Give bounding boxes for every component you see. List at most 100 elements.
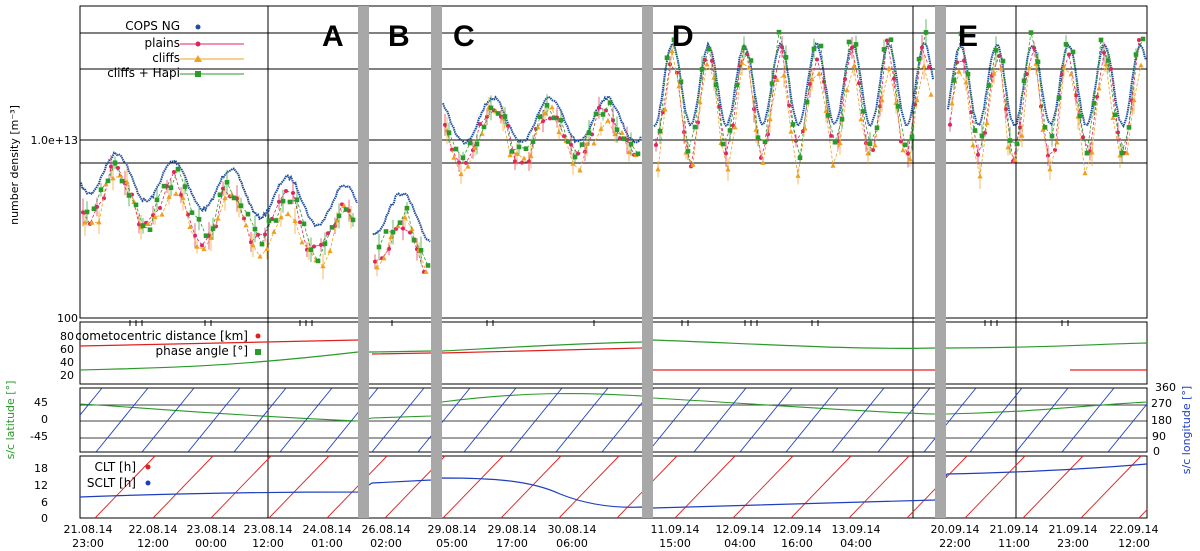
hapi-point bbox=[804, 99, 810, 105]
hapi-point bbox=[572, 154, 578, 160]
plains-point bbox=[696, 120, 700, 125]
hapi-point bbox=[1105, 58, 1111, 63]
hapi-point bbox=[418, 248, 424, 253]
cliffs-point bbox=[795, 172, 801, 178]
hapi-point bbox=[986, 83, 992, 88]
hapi-point bbox=[874, 125, 880, 131]
hapi-point bbox=[245, 211, 251, 217]
hapi-point bbox=[544, 102, 550, 108]
plains-point bbox=[724, 151, 728, 156]
hapi-point bbox=[1035, 59, 1041, 65]
cliffs-series-seg-2 bbox=[446, 106, 637, 175]
localtime-tick-0: 0 bbox=[41, 512, 48, 525]
longitude-axis: 360 270 180 90 0 s/c longitude [°] bbox=[1151, 381, 1193, 474]
cliffs-point bbox=[250, 242, 256, 248]
hapi-point bbox=[965, 71, 971, 77]
sclt-line bbox=[79, 463, 1148, 509]
hapi-point bbox=[1098, 37, 1104, 43]
longitude-line bbox=[95, 387, 149, 453]
plains-point bbox=[527, 159, 531, 164]
plains-point bbox=[618, 136, 622, 141]
legend-cops-label: COPS NG bbox=[125, 19, 180, 33]
segment-letters: A B C D E bbox=[322, 20, 978, 53]
cliffs-point bbox=[278, 214, 284, 220]
hapi-point bbox=[217, 192, 223, 198]
clt-line bbox=[210, 455, 272, 519]
hapi-point bbox=[411, 237, 417, 243]
xtick-14-time: 11:00 bbox=[998, 537, 1030, 550]
legend-phase-marker bbox=[255, 349, 261, 355]
xtick-5-date: 26.08.14 bbox=[362, 523, 411, 536]
plains-point bbox=[319, 242, 323, 247]
xtick-8-date: 30.08.14 bbox=[548, 523, 597, 536]
hapi-point bbox=[958, 31, 964, 37]
clt-line bbox=[442, 455, 504, 519]
hapi-point bbox=[846, 39, 852, 45]
plains-point bbox=[1137, 37, 1141, 42]
clt-line bbox=[94, 455, 156, 519]
xtick-2-time: 00:00 bbox=[195, 537, 227, 550]
cliffs-point bbox=[598, 125, 604, 131]
plains-point bbox=[193, 233, 197, 238]
hapi-point bbox=[315, 258, 321, 264]
hapi-point bbox=[1091, 100, 1097, 106]
cliffs-point bbox=[774, 76, 780, 82]
hapi-point bbox=[481, 124, 487, 130]
longitude-line bbox=[739, 387, 793, 453]
hapi-point bbox=[147, 227, 153, 233]
clt-line bbox=[326, 455, 388, 519]
hapi-point bbox=[755, 135, 761, 141]
segment-label-e: E bbox=[958, 20, 978, 53]
phase-angle-line bbox=[79, 339, 1148, 371]
hapi-point bbox=[175, 166, 181, 172]
hapi-point bbox=[1140, 36, 1146, 42]
cliffs-point bbox=[285, 211, 291, 217]
plains-point bbox=[373, 259, 377, 264]
hapi-point bbox=[1126, 125, 1132, 130]
cliffs-point bbox=[697, 99, 703, 105]
density-series bbox=[80, 19, 1147, 326]
localtime-axis: 18 12 6 0 bbox=[34, 462, 48, 525]
xtick-5-time: 02:00 bbox=[370, 537, 402, 550]
cliffs-point bbox=[605, 117, 611, 123]
cliffs-point bbox=[320, 263, 326, 269]
cliffs-point bbox=[725, 166, 731, 172]
plains-point bbox=[172, 170, 176, 175]
hapi-point bbox=[818, 43, 824, 49]
hapi-point bbox=[692, 124, 698, 130]
clt-line bbox=[500, 455, 562, 519]
legend-hapi-label: cliffs + Hapi bbox=[107, 66, 180, 80]
hapi-point bbox=[495, 111, 501, 116]
hapi-point bbox=[460, 155, 466, 161]
plains-point bbox=[773, 75, 777, 80]
cliffs-point bbox=[907, 156, 913, 162]
hapi-point bbox=[951, 78, 957, 83]
distance-tick-60: 60 bbox=[60, 343, 74, 356]
cliffs-point bbox=[145, 221, 151, 227]
hapi-point bbox=[168, 185, 174, 191]
cliffs-point bbox=[1110, 114, 1116, 120]
hapi-point bbox=[923, 30, 929, 35]
plains-point bbox=[654, 142, 658, 147]
cliffs-point bbox=[528, 153, 534, 159]
hapi-point bbox=[586, 130, 592, 136]
hapi-point bbox=[881, 47, 887, 52]
cliffs-point bbox=[676, 83, 682, 89]
longitude-line bbox=[969, 387, 1023, 453]
plains-point bbox=[1116, 130, 1120, 135]
x-axis-ticks: 21.08.14 23:00 22.08.14 12:00 23.08.14 0… bbox=[64, 523, 1159, 550]
segment-label-a: A bbox=[322, 20, 344, 53]
plains-point bbox=[576, 151, 580, 156]
plains-point bbox=[520, 160, 524, 165]
plains-point bbox=[443, 122, 447, 127]
hapi-point bbox=[727, 128, 733, 133]
cliffs-point bbox=[577, 167, 583, 173]
data-gap-bar-1 bbox=[431, 6, 442, 518]
cliffs-point bbox=[570, 160, 576, 166]
longitude-line bbox=[1061, 387, 1115, 453]
cliffs-point bbox=[1061, 64, 1067, 70]
hapi-point bbox=[266, 218, 272, 223]
cliffs-point bbox=[465, 163, 471, 169]
legend-distance-label: cometocentric distance [km] bbox=[75, 329, 248, 343]
longitude-line bbox=[923, 387, 977, 453]
